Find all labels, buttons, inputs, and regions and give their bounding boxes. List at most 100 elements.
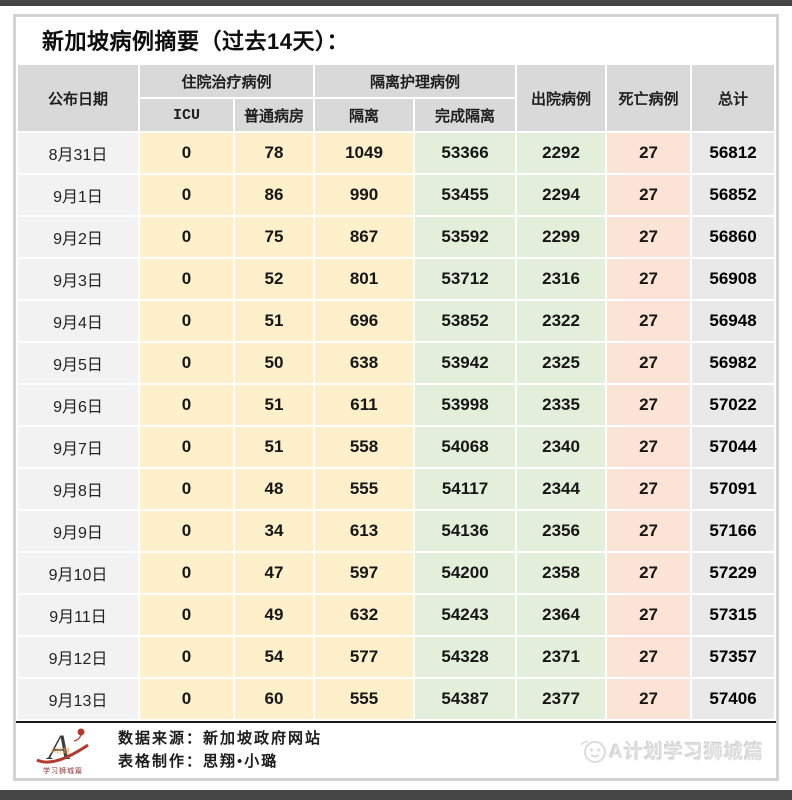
deaths-cell: 27: [607, 679, 691, 719]
completed-isolation-cell: 54328: [415, 637, 516, 677]
brand-seal-icon: [77, 728, 85, 736]
header-completed-isolation: 完成隔离: [415, 99, 516, 131]
cases-table: 公布日期 住院治疗病例 隔离护理病例 出院病例 死亡病例 总计 ICU 普通病房…: [16, 63, 776, 721]
header-icu: ICU: [140, 99, 233, 131]
discharged-cell: 2322: [517, 301, 606, 341]
isolation-cell: 555: [315, 679, 414, 719]
icu-cell: 0: [140, 637, 233, 677]
isolation-cell: 632: [315, 595, 414, 635]
general-ward-cell: 51: [235, 385, 314, 425]
general-ward-cell: 86: [235, 175, 314, 215]
header-total: 总计: [692, 65, 775, 131]
icu-cell: 0: [140, 553, 233, 593]
deaths-cell: 27: [607, 175, 691, 215]
deaths-cell: 27: [607, 595, 691, 635]
table-row: 8月31日 0 78 1049 53366 2292 27 56812: [18, 133, 775, 173]
table-row: 9月11日 0 49 632 54243 2364 27 57315: [18, 595, 775, 635]
icu-cell: 0: [140, 259, 233, 299]
discharged-cell: 2356: [517, 511, 606, 551]
date-cell: 9月12日: [18, 637, 138, 677]
deaths-cell: 27: [607, 511, 691, 551]
general-ward-cell: 60: [235, 679, 314, 719]
icu-cell: 0: [140, 511, 233, 551]
footer: A A计划 学习狮城篇 数据来源：新加坡政府网站 表格制作：思翔•小璐: [16, 721, 776, 778]
date-cell: 9月4日: [18, 301, 138, 341]
deaths-cell: 27: [607, 217, 691, 257]
general-ward-cell: 47: [235, 553, 314, 593]
top-border-bar: [0, 0, 792, 6]
isolation-cell: 555: [315, 469, 414, 509]
general-ward-cell: 51: [235, 301, 314, 341]
total-cell: 56908: [692, 259, 775, 299]
table-row: 9月10日 0 47 597 54200 2358 27 57229: [18, 553, 775, 593]
brand-swoosh: [36, 743, 89, 764]
table-row: 9月13日 0 60 555 54387 2377 27 57406: [18, 679, 775, 719]
isolation-cell: 867: [315, 217, 414, 257]
total-cell: 57044: [692, 427, 775, 467]
date-cell: 9月13日: [18, 679, 138, 719]
discharged-cell: 2358: [517, 553, 606, 593]
bottom-border-bar: [0, 790, 792, 800]
total-cell: 57229: [692, 553, 775, 593]
table-row: 9月12日 0 54 577 54328 2371 27 57357: [18, 637, 775, 677]
isolation-cell: 558: [315, 427, 414, 467]
total-cell: 56852: [692, 175, 775, 215]
completed-isolation-cell: 53852: [415, 301, 516, 341]
table-row: 9月1日 0 86 990 53455 2294 27 56852: [18, 175, 775, 215]
credit-line: 表格制作：思翔•小璐: [118, 753, 279, 770]
deaths-cell: 27: [607, 385, 691, 425]
completed-isolation-cell: 53366: [415, 133, 516, 173]
discharged-cell: 2316: [517, 259, 606, 299]
isolation-cell: 597: [315, 553, 414, 593]
deaths-cell: 27: [607, 259, 691, 299]
icu-cell: 0: [140, 427, 233, 467]
discharged-cell: 2299: [517, 217, 606, 257]
isolation-cell: 1049: [315, 133, 414, 173]
icu-cell: 0: [140, 301, 233, 341]
total-cell: 57315: [692, 595, 775, 635]
table-card: 新加坡病例摘要（过去14天）： 公布日期 住院治疗病例 隔离护理病例 出院病例 …: [13, 14, 779, 781]
header-general-ward: 普通病房: [235, 99, 314, 131]
header-date: 公布日期: [18, 65, 138, 131]
date-cell: 9月9日: [18, 511, 138, 551]
total-cell: 57091: [692, 469, 775, 509]
page-title: 新加坡病例摘要（过去14天）：: [42, 29, 349, 54]
total-cell: 56982: [692, 343, 775, 383]
total-cell: 57357: [692, 637, 775, 677]
discharged-cell: 2294: [517, 175, 606, 215]
date-cell: 9月2日: [18, 217, 138, 257]
discharged-cell: 2292: [517, 133, 606, 173]
general-ward-cell: 52: [235, 259, 314, 299]
total-cell: 56860: [692, 217, 775, 257]
table-row: 9月7日 0 51 558 54068 2340 27 57044: [18, 427, 775, 467]
isolation-cell: 611: [315, 385, 414, 425]
completed-isolation-cell: 53712: [415, 259, 516, 299]
deaths-cell: 27: [607, 553, 691, 593]
deaths-cell: 27: [607, 301, 691, 341]
deaths-cell: 27: [607, 133, 691, 173]
date-cell: 9月1日: [18, 175, 138, 215]
completed-isolation-cell: 54200: [415, 553, 516, 593]
deaths-cell: 27: [607, 343, 691, 383]
general-ward-cell: 54: [235, 637, 314, 677]
date-cell: 8月31日: [18, 133, 138, 173]
completed-isolation-cell: 54068: [415, 427, 516, 467]
header-hospitalized-group: 住院治疗病例: [140, 65, 314, 97]
discharged-cell: 2377: [517, 679, 606, 719]
completed-isolation-cell: 53455: [415, 175, 516, 215]
page-canvas: 新加坡病例摘要（过去14天）： 公布日期 住院治疗病例 隔离护理病例 出院病例 …: [0, 6, 792, 790]
total-cell: 56948: [692, 301, 775, 341]
completed-isolation-cell: 54387: [415, 679, 516, 719]
total-cell: 57022: [692, 385, 775, 425]
table-row: 9月4日 0 51 696 53852 2322 27 56948: [18, 301, 775, 341]
deaths-cell: 27: [607, 637, 691, 677]
cases-table-body: 8月31日 0 78 1049 53366 2292 27 56812 9月1日 0 86 990 53…: [18, 133, 775, 719]
date-cell: 9月6日: [18, 385, 138, 425]
watermark-text: A计划学习狮城篇: [609, 742, 764, 763]
header-discharged: 出院病例: [517, 65, 606, 131]
general-ward-cell: 48: [235, 469, 314, 509]
general-ward-cell: 51: [235, 427, 314, 467]
date-cell: 9月7日: [18, 427, 138, 467]
title-row: 新加坡病例摘要（过去14天）：: [16, 17, 776, 63]
total-cell: 57406: [692, 679, 775, 719]
